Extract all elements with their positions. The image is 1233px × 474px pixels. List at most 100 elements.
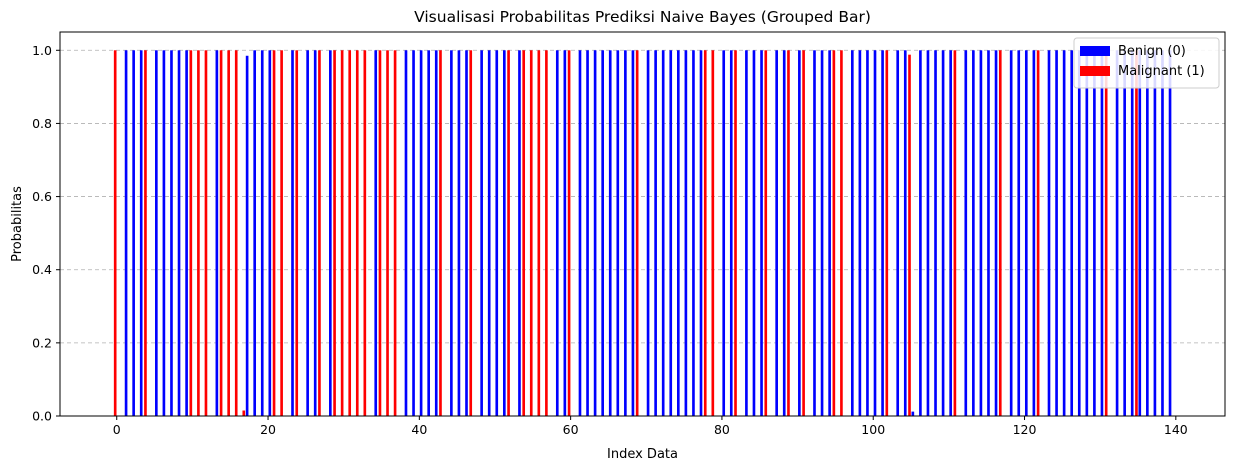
bar-malignant	[469, 50, 473, 417]
bar-benign	[994, 50, 998, 417]
bar-benign	[1024, 50, 1028, 417]
legend: Benign (0) Malignant (1)	[1073, 37, 1220, 89]
bar-benign	[752, 50, 756, 417]
bar-benign	[313, 50, 317, 417]
bar-benign	[503, 50, 506, 417]
x-axis-label: Index Data	[607, 447, 678, 462]
bar-malignant	[393, 50, 397, 417]
bar-benign	[1130, 50, 1134, 417]
bar-benign	[1168, 50, 1172, 417]
bar-benign	[215, 50, 219, 417]
bar-benign	[676, 50, 680, 417]
bar-malignant	[219, 50, 223, 417]
bar-malignant	[840, 50, 843, 417]
bar-benign	[934, 50, 937, 417]
y-tick-label: 1.0	[32, 43, 52, 58]
bar-benign	[291, 50, 294, 417]
bar-benign	[1123, 50, 1126, 417]
bar-malignant	[242, 410, 246, 416]
x-tick-label: 0	[113, 422, 121, 437]
bar-benign	[563, 50, 567, 417]
bar-benign	[798, 50, 801, 417]
bar-malignant	[537, 50, 541, 417]
bar-malignant	[295, 50, 299, 417]
bar-benign	[775, 50, 778, 417]
bar-benign	[139, 50, 143, 417]
bar-benign	[253, 50, 257, 417]
bar-malignant	[635, 50, 639, 417]
bar-benign	[941, 50, 945, 417]
bar-malignant	[318, 50, 321, 417]
bar-benign	[185, 50, 188, 417]
bar-benign	[616, 50, 620, 417]
bars	[113, 50, 1172, 417]
y-axis-label: Probabilitas	[10, 186, 25, 262]
bar-benign	[926, 50, 930, 417]
bar-benign	[586, 50, 589, 417]
bar-benign	[480, 50, 483, 417]
bar-benign	[518, 50, 521, 417]
bar-benign	[919, 50, 922, 417]
bar-benign	[873, 50, 877, 417]
bar-benign	[1153, 50, 1157, 417]
bar-malignant	[1135, 50, 1138, 417]
bar-benign	[1115, 50, 1119, 417]
x-tick-label: 140	[1164, 422, 1188, 437]
bar-benign	[896, 50, 900, 417]
bar-malignant	[734, 50, 737, 417]
bar-malignant	[348, 50, 352, 417]
bar-benign	[329, 50, 332, 417]
bar-malignant	[280, 50, 283, 417]
y-tick-label: 0.0	[32, 409, 52, 424]
bar-malignant	[1104, 50, 1108, 417]
bar-benign	[699, 50, 703, 417]
bar-benign	[487, 50, 491, 417]
bar-benign	[987, 50, 990, 417]
bar-malignant	[197, 50, 200, 417]
bar-malignant	[908, 54, 911, 416]
bar-benign	[813, 50, 816, 417]
x-tick-label: 40	[411, 422, 427, 437]
bar-benign	[1093, 50, 1096, 417]
bar-malignant	[522, 50, 526, 417]
bar-benign	[903, 50, 907, 417]
bar-benign	[1070, 50, 1074, 417]
bar-benign	[450, 50, 453, 417]
bar-benign	[881, 50, 884, 417]
bar-benign	[684, 50, 688, 417]
bar-benign	[661, 50, 665, 417]
bar-benign	[155, 50, 158, 417]
bar-benign	[729, 50, 733, 417]
bar-benign	[850, 50, 854, 417]
bar-malignant	[545, 50, 548, 417]
bar-malignant	[204, 50, 208, 417]
bar-malignant	[764, 50, 768, 417]
bar-benign	[260, 50, 264, 417]
bar-benign	[964, 50, 968, 417]
bar-benign	[177, 50, 181, 417]
bar-benign	[427, 50, 431, 417]
bar-benign	[593, 50, 597, 417]
bar-benign	[949, 50, 952, 417]
bar-benign	[412, 50, 415, 417]
bar-benign	[555, 50, 559, 417]
bar-benign	[646, 50, 650, 417]
bar-benign	[1047, 50, 1051, 417]
bar-benign	[1146, 50, 1149, 417]
bar-benign	[374, 50, 378, 417]
x-tick-label: 100	[861, 422, 885, 437]
bar-malignant	[885, 50, 889, 417]
bar-benign	[162, 50, 166, 417]
bar-benign	[1055, 50, 1058, 417]
bar-benign	[495, 50, 499, 417]
bar-benign	[404, 50, 408, 417]
bar-benign	[419, 50, 423, 417]
bar-benign	[268, 50, 272, 417]
bar-malignant	[272, 50, 276, 417]
bar-malignant	[227, 50, 230, 417]
bar-malignant	[1036, 50, 1040, 417]
bar-malignant	[787, 50, 790, 417]
bar-benign	[578, 50, 582, 417]
x-tick-label: 20	[260, 422, 276, 437]
